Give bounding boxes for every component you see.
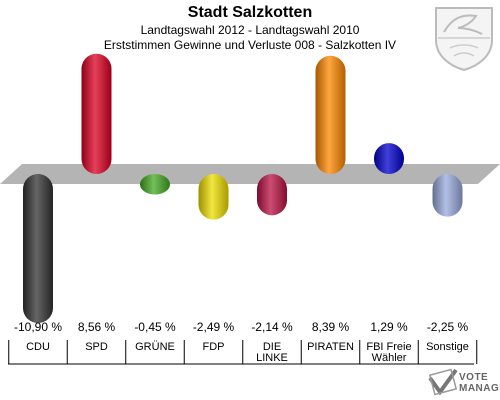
value-label: -2,14 % [251,320,293,334]
bar-spd [81,53,112,174]
category-label: DIE [263,341,281,353]
bar-sonstige [432,174,463,217]
bar-piraten [315,55,346,174]
bar-cdu [23,174,53,324]
votemanager-logo-text: VOTE MANAGER [459,372,500,394]
category-label: GRÜNE [135,341,175,353]
value-label: 8,56 % [78,320,116,334]
votemanager-logo [428,368,458,396]
value-label: -2,25 % [427,320,469,334]
category-label: FBI Freie [366,341,411,353]
zero-baseline-band [0,164,500,184]
coat-of-arms-icon [435,7,493,72]
chart-title: Stadt Salzkotten [187,4,313,21]
category-label: SPD [85,341,108,353]
bar-fbi-freie-w-hler [374,143,404,174]
category-label: Sonstige [426,341,469,353]
chart-subtitle-election: Landtagswahl 2012 - Landtagswahl 2010 [140,23,360,37]
value-label: -0,45 % [134,320,176,334]
value-label: 1,29 % [370,320,408,334]
bar-gr-ne [140,174,170,195]
category-label: CDU [26,341,50,353]
category-label: LINKE [256,352,288,364]
category-label: PIRATEN [307,341,354,353]
bar-fdp [198,174,229,220]
value-label: 8,39 % [312,320,350,334]
category-label: FDP [203,341,225,353]
value-label: -2,49 % [193,320,235,334]
chart-subtitle-district: Erststimmen Gewinne und Verluste 008 - S… [103,38,397,52]
value-label: -10,90 % [14,320,62,334]
bar-die-linke [257,174,287,216]
category-label: Wähler [372,352,407,364]
